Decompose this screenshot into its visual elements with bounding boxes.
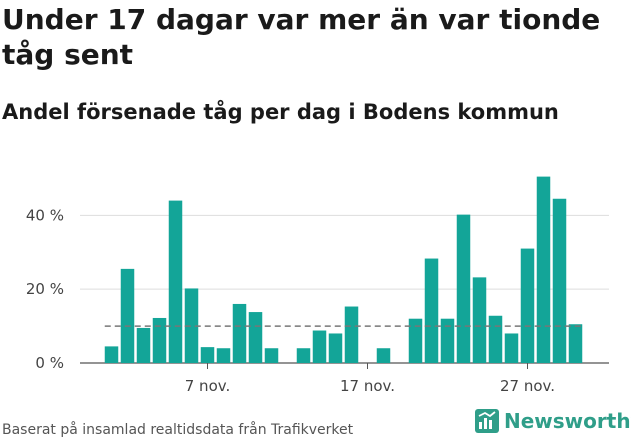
- axis-layer: 0 % 20 % 40 % 7 nov. 17 nov. 27 nov.: [26, 206, 555, 395]
- bar: [136, 327, 151, 363]
- y-tick-label: 20 %: [26, 280, 64, 298]
- bars: [104, 176, 583, 363]
- bar: [104, 346, 119, 363]
- y-tick-label: 40 %: [26, 206, 64, 224]
- x-tick-label: 27 nov.: [500, 377, 555, 395]
- bar: [456, 214, 471, 363]
- bar: [488, 315, 503, 363]
- bar: [200, 347, 215, 363]
- bar: [408, 318, 423, 363]
- newsworthy-logo: Newsworthy: [475, 409, 631, 433]
- bar: [120, 268, 135, 363]
- bar: [568, 324, 583, 363]
- chart-subtitle: Andel försenade tåg per dag i Bodens kom…: [2, 100, 559, 124]
- y-tick-label: 0 %: [35, 354, 64, 372]
- bar: [312, 330, 327, 363]
- bar: [264, 348, 279, 363]
- bar: [520, 248, 535, 363]
- bar: [152, 317, 167, 363]
- x-tick-label: 17 nov.: [340, 377, 395, 395]
- brand-name: Newsworthy: [504, 409, 631, 433]
- bar: [184, 288, 199, 363]
- bar: [376, 348, 391, 363]
- bar: [296, 348, 311, 363]
- bar: [440, 318, 455, 363]
- source-note: Baserat på insamlad realtidsdata från Tr…: [2, 422, 354, 438]
- bar: [536, 176, 551, 363]
- bar: [552, 198, 567, 363]
- bar: [328, 333, 343, 363]
- bar: [344, 306, 359, 363]
- bar: [472, 277, 487, 363]
- bar: [216, 348, 231, 363]
- bar: [168, 200, 183, 363]
- bar: [424, 258, 439, 363]
- bar: [248, 312, 263, 363]
- chart-title: Under 17 dagar var mer än var tionde tåg…: [2, 3, 601, 71]
- bar: [504, 333, 519, 363]
- bar: [232, 303, 247, 363]
- x-tick-label: 7 nov.: [185, 377, 230, 395]
- newsworthy-logo-icon: [475, 409, 499, 433]
